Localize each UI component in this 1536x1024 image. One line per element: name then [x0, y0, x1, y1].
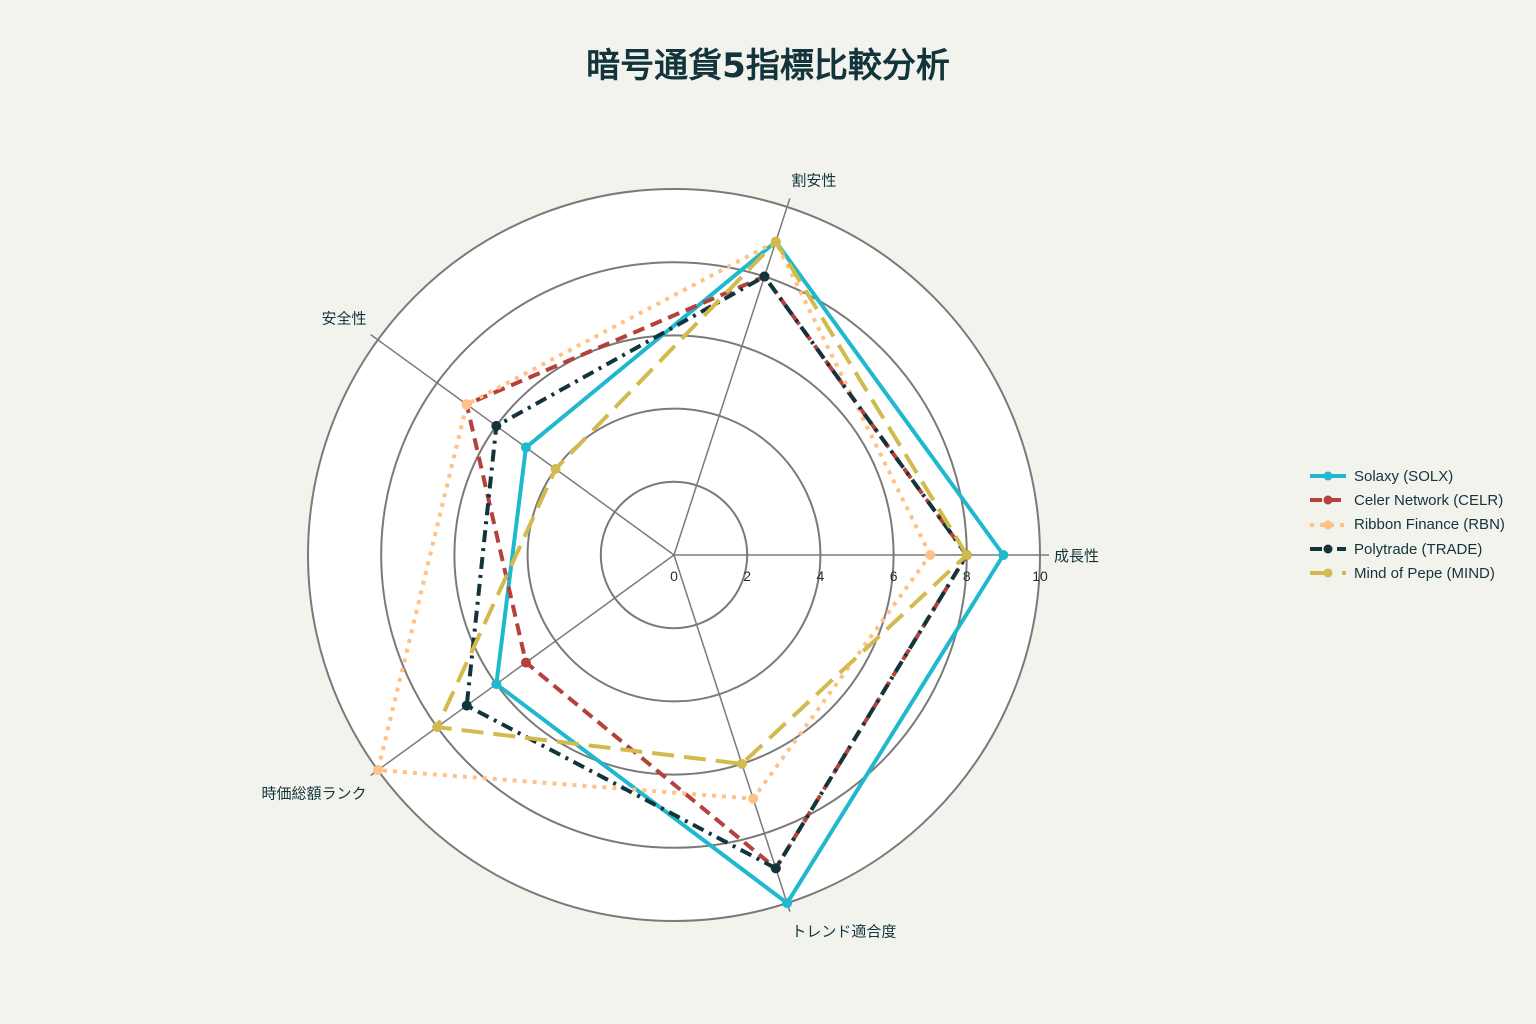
radial-tick-label: 2: [743, 568, 751, 584]
series-point: [461, 700, 472, 711]
legend-item[interactable]: Ribbon Finance (RBN): [1308, 513, 1505, 537]
series-traces: [372, 236, 1009, 909]
legend-item[interactable]: Polytrade (TRADE): [1308, 537, 1505, 561]
series-point: [491, 420, 502, 431]
series-point: [770, 236, 781, 247]
series-point: [748, 793, 759, 804]
series-point: [372, 765, 383, 776]
series-point: [432, 722, 443, 733]
radial-tick-label: 0: [670, 568, 678, 584]
series-point: [520, 657, 531, 668]
series-point: [961, 550, 972, 560]
radar-axis-tick: [786, 198, 791, 208]
radar-grid: [307, 188, 1049, 922]
series-4: [432, 236, 972, 769]
radial-tick-label: 6: [890, 568, 898, 584]
series-point: [925, 550, 936, 560]
series-point: [998, 550, 1009, 560]
legend: Solaxy (SOLX) Celer Network (CELR) Ribbon …: [1308, 464, 1505, 585]
legend-swatch: [1310, 471, 1346, 481]
series-line: [435, 239, 969, 766]
radial-tick-label: 8: [963, 568, 971, 584]
series-point: [461, 399, 472, 410]
legend-swatch: [1310, 520, 1346, 530]
series-point: [770, 863, 781, 874]
radial-tick-labels: 0 2 4 6 8 10: [670, 568, 1048, 584]
legend-label: Ribbon Finance (RBN): [1354, 516, 1505, 534]
series-point: [736, 758, 747, 769]
legend-label: Solaxy (SOLX): [1354, 467, 1454, 485]
legend-label: Celer Network (CELR): [1354, 491, 1504, 509]
legend-item[interactable]: Mind of Pepe (MIND): [1308, 561, 1505, 585]
series-point: [550, 463, 561, 474]
series-line: [375, 239, 933, 801]
series-point: [491, 679, 502, 690]
series-line: [464, 274, 969, 871]
legend-swatch: [1310, 544, 1346, 554]
series-point: [759, 271, 770, 282]
axis-label: トレンド適合度: [791, 922, 896, 940]
legend-swatch: [1310, 495, 1346, 505]
legend-item[interactable]: Celer Network (CELR): [1308, 488, 1505, 512]
chart-title: 暗号通貨5指標比較分析: [586, 46, 950, 86]
legend-item[interactable]: Solaxy (SOLX): [1308, 464, 1505, 488]
radar-axis-tick: [370, 333, 379, 341]
axis-label: 安全性: [322, 310, 367, 328]
legend-label: Polytrade (TRADE): [1354, 540, 1483, 558]
legend-swatch: [1310, 568, 1346, 578]
axis-label: 時価総額ランク: [262, 784, 367, 802]
legend-label: Mind of Pepe (MIND): [1354, 564, 1495, 582]
radial-tick-label: 10: [1032, 568, 1048, 584]
radar-spoke: [673, 206, 788, 556]
series-point: [520, 442, 531, 453]
radar-spoke: [673, 554, 788, 904]
radial-tick-label: 4: [817, 568, 825, 584]
axis-label: 割安性: [791, 172, 836, 190]
axis-label: 成長性: [1054, 547, 1099, 565]
series-point: [782, 898, 793, 909]
